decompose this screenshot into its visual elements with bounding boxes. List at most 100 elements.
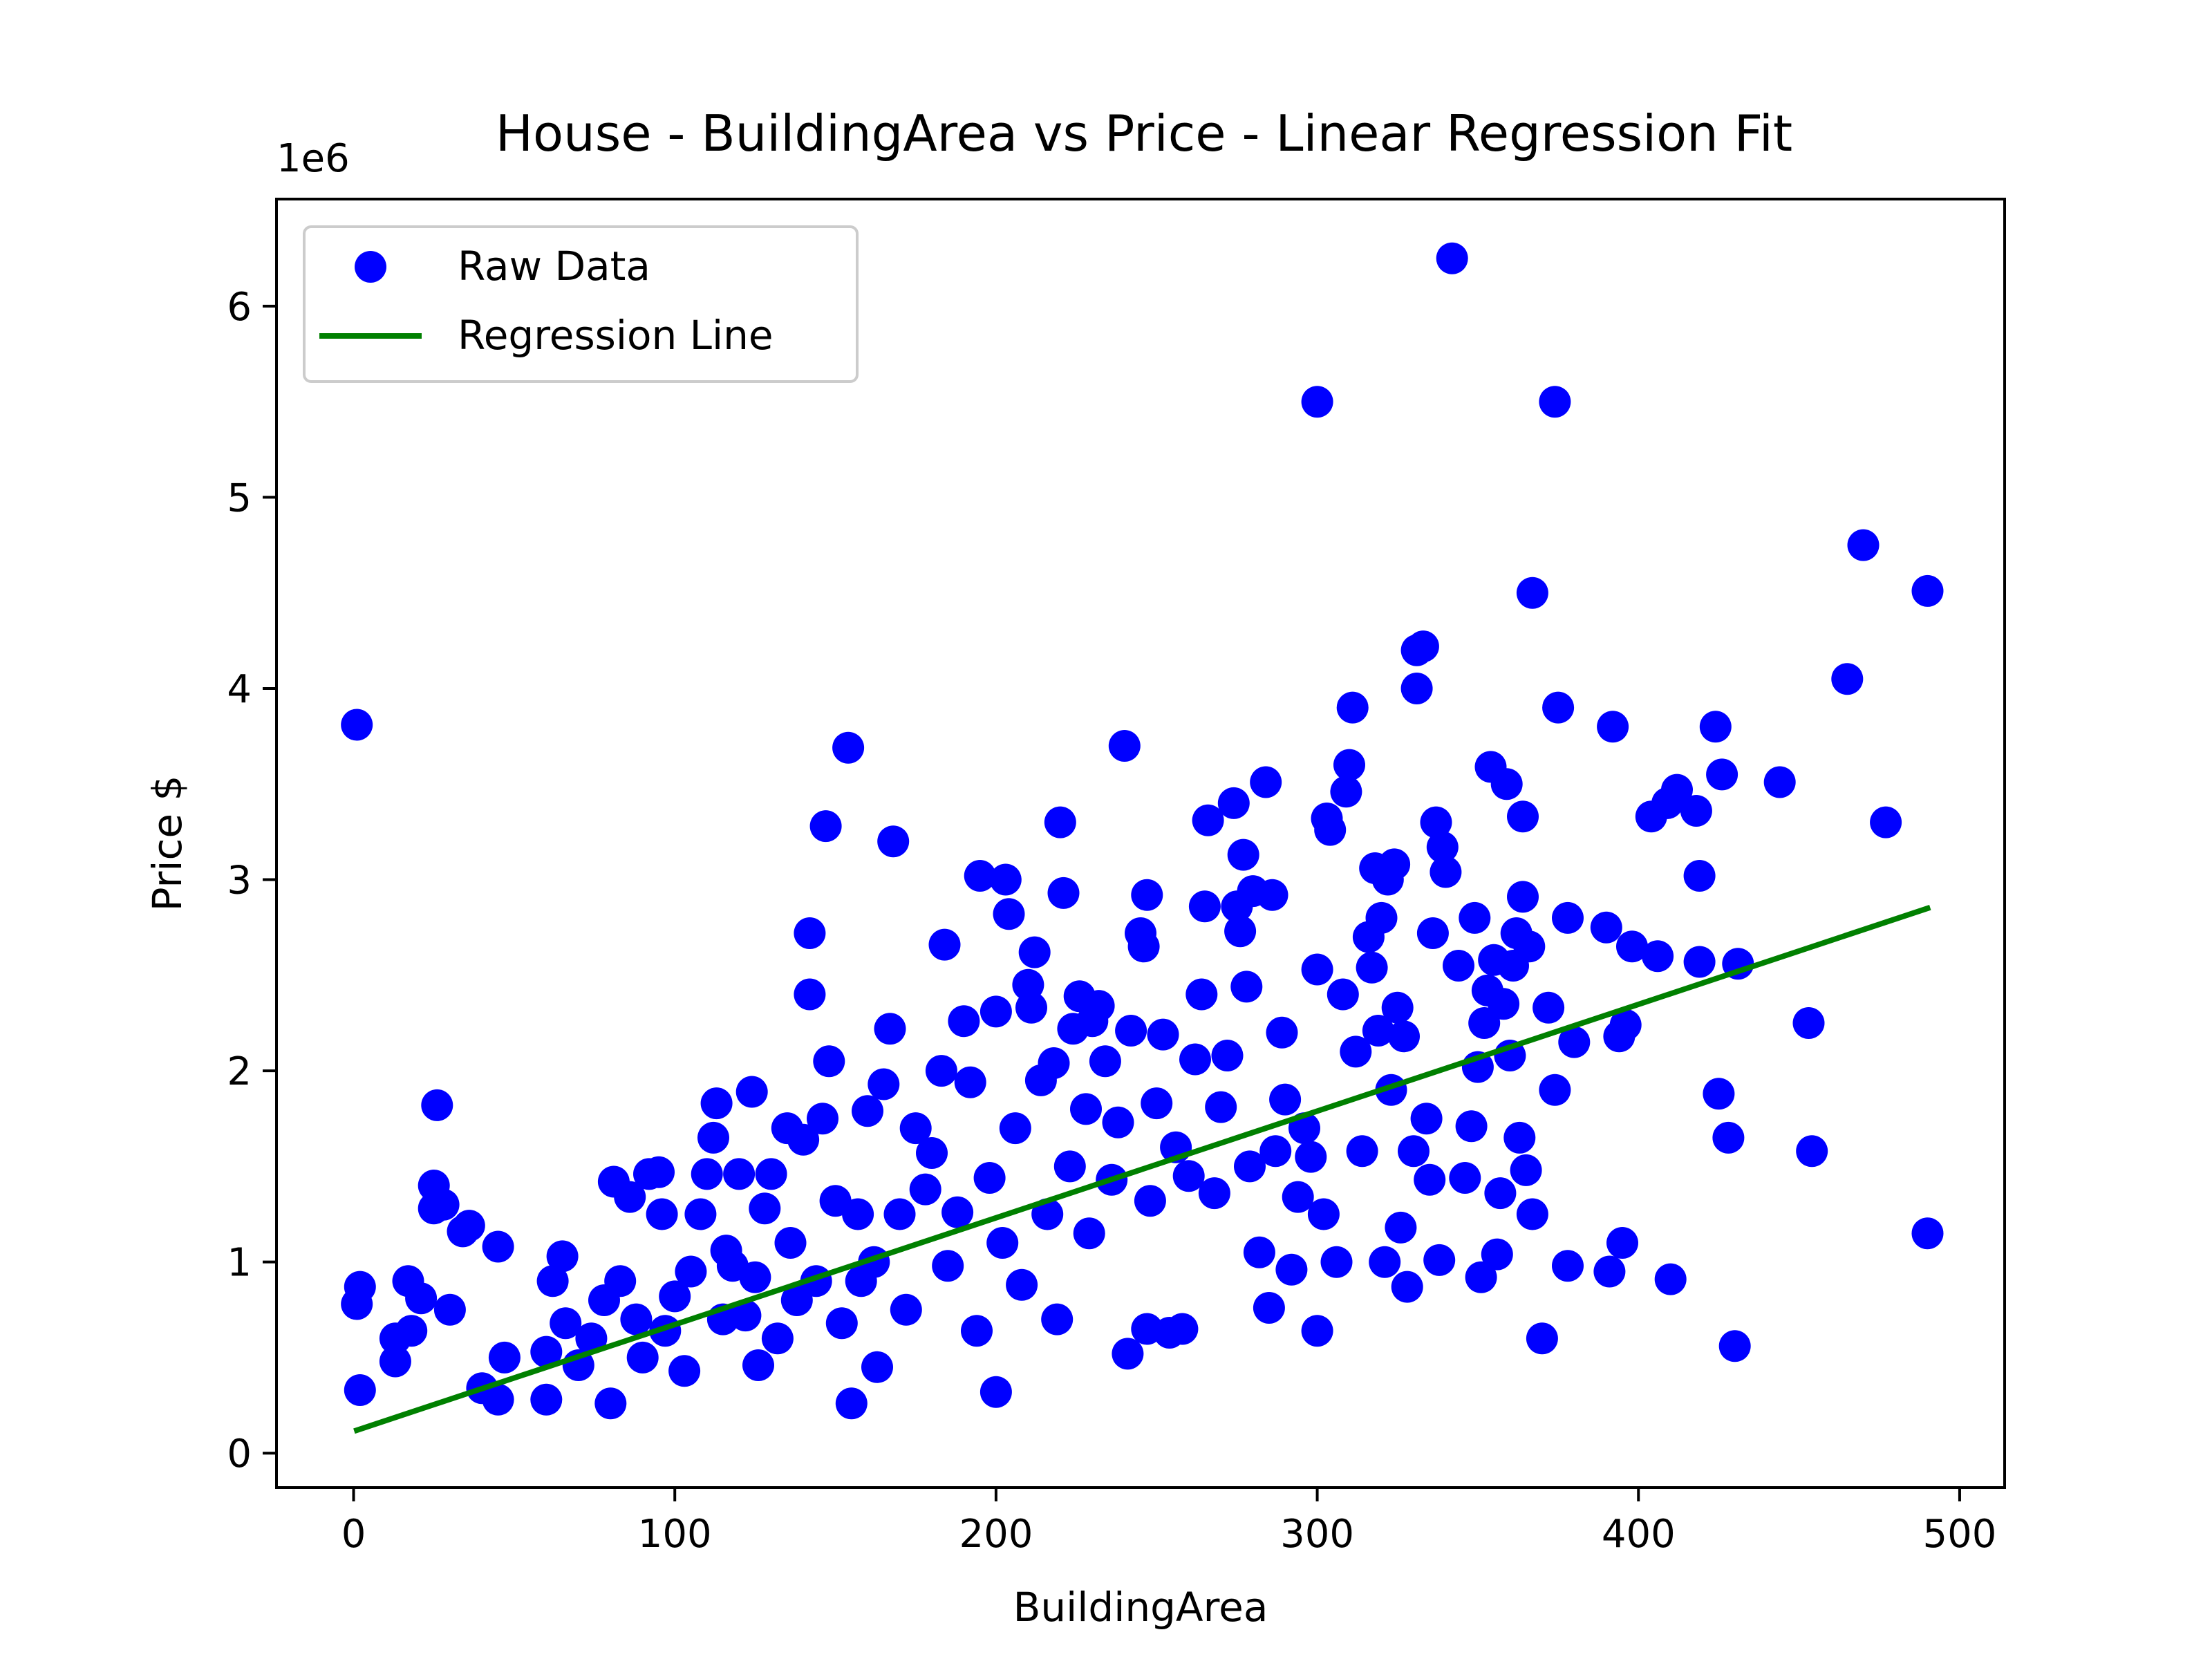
data-point-74: [861, 1351, 893, 1383]
data-point-8: [405, 1282, 438, 1315]
data-point-255: [1131, 1313, 1163, 1345]
data-point-169: [1356, 951, 1388, 984]
data-point-249: [1831, 663, 1864, 695]
data-point-136: [1205, 1091, 1237, 1123]
data-point-101: [1018, 936, 1051, 968]
data-point-63: [807, 1103, 838, 1135]
data-point-131: [1179, 1043, 1211, 1076]
data-point-219: [1539, 1074, 1571, 1106]
data-point-142: [1230, 971, 1263, 1003]
data-point-124: [1134, 1185, 1166, 1217]
data-point-68: [832, 731, 865, 764]
data-point-79: [890, 1293, 922, 1326]
data-point-160: [1314, 814, 1347, 846]
data-point-223: [1552, 901, 1584, 934]
data-point-69: [835, 1387, 868, 1420]
data-point-157: [1301, 1315, 1333, 1347]
data-point-2: [341, 1288, 373, 1320]
data-point-167: [1346, 1135, 1378, 1168]
data-point-122: [1127, 930, 1160, 963]
data-point-235: [1654, 1263, 1687, 1295]
data-point-108: [1053, 1150, 1086, 1183]
data-point-12: [427, 1188, 460, 1221]
data-point-243: [1712, 1121, 1745, 1154]
data-point-31: [614, 1181, 646, 1213]
data-point-254: [1301, 386, 1333, 418]
data-point-53: [749, 1192, 781, 1225]
data-point-206: [1490, 768, 1523, 800]
data-point-238: [1683, 946, 1716, 978]
data-point-80: [899, 1112, 932, 1145]
data-point-93: [980, 1376, 1012, 1408]
data-point-246: [1763, 766, 1796, 798]
data-point-237: [1680, 795, 1712, 827]
data-point-194: [1449, 1162, 1481, 1194]
data-point-43: [697, 1121, 729, 1154]
x-axis-title: BuildingArea: [1013, 1584, 1268, 1631]
data-point-171: [1362, 1015, 1394, 1047]
data-point-112: [1073, 1217, 1105, 1250]
data-point-211: [1507, 881, 1539, 913]
data-point-48: [723, 1158, 756, 1190]
data-point-217: [1526, 1322, 1558, 1355]
data-point-50: [735, 1076, 768, 1108]
data-point-55: [761, 1322, 794, 1355]
data-point-118: [1108, 730, 1141, 762]
data-point-38: [659, 1280, 691, 1313]
data-point-60: [794, 917, 826, 949]
data-point-19: [488, 1341, 521, 1374]
data-point-98: [1006, 1268, 1038, 1301]
data-point-41: [684, 1198, 717, 1230]
data-point-231: [1616, 930, 1648, 963]
data-point-240: [1699, 711, 1732, 743]
data-point-5: [379, 1345, 411, 1378]
data-point-226: [1593, 1255, 1626, 1288]
data-point-88: [954, 1066, 986, 1098]
data-point-104: [1038, 1047, 1070, 1079]
data-point-40: [675, 1255, 707, 1288]
data-point-85: [932, 1250, 964, 1282]
data-point-242: [1706, 758, 1738, 791]
data-point-162: [1327, 978, 1359, 1011]
data-point-151: [1269, 1083, 1302, 1116]
x-tick-label: 400: [1602, 1512, 1676, 1557]
y-axis-offset-label: 1e6: [276, 136, 350, 181]
x-tick-label: 100: [638, 1512, 712, 1557]
data-point-166: [1340, 1035, 1372, 1068]
data-point-114: [1082, 990, 1115, 1022]
data-point-36: [646, 1198, 678, 1230]
data-point-239: [1683, 860, 1716, 892]
data-point-147: [1253, 1292, 1285, 1324]
data-point-17: [482, 1383, 514, 1416]
data-point-0: [341, 709, 373, 741]
data-point-184: [1407, 630, 1439, 663]
data-point-76: [874, 1013, 906, 1045]
data-point-107: [1047, 877, 1080, 909]
data-point-120: [1115, 1015, 1147, 1047]
data-point-182: [1400, 673, 1433, 704]
data-point-81: [909, 1173, 941, 1206]
data-point-176: [1378, 848, 1411, 881]
data-point-82: [916, 1137, 948, 1169]
legend: Raw Data Regression Line: [303, 225, 859, 383]
data-point-185: [1410, 1103, 1443, 1135]
data-point-153: [1282, 1181, 1314, 1213]
y-axis-title: Price $: [144, 776, 191, 912]
x-tick-label: 200: [959, 1512, 1033, 1557]
data-point-253: [1911, 1217, 1944, 1250]
data-point-106: [1044, 806, 1076, 838]
data-point-177: [1381, 991, 1414, 1024]
data-point-236: [1661, 774, 1693, 806]
data-point-78: [883, 1198, 916, 1230]
data-point-61: [794, 978, 826, 1011]
data-point-248: [1796, 1135, 1828, 1168]
data-point-230: [1609, 1009, 1642, 1041]
data-point-95: [989, 863, 1022, 896]
data-point-214: [1513, 930, 1546, 963]
data-point-216: [1516, 577, 1548, 609]
data-point-229: [1606, 1227, 1638, 1259]
data-point-64: [809, 810, 842, 843]
data-point-179: [1388, 1020, 1420, 1053]
data-point-150: [1266, 1016, 1298, 1049]
data-point-90: [964, 860, 996, 892]
